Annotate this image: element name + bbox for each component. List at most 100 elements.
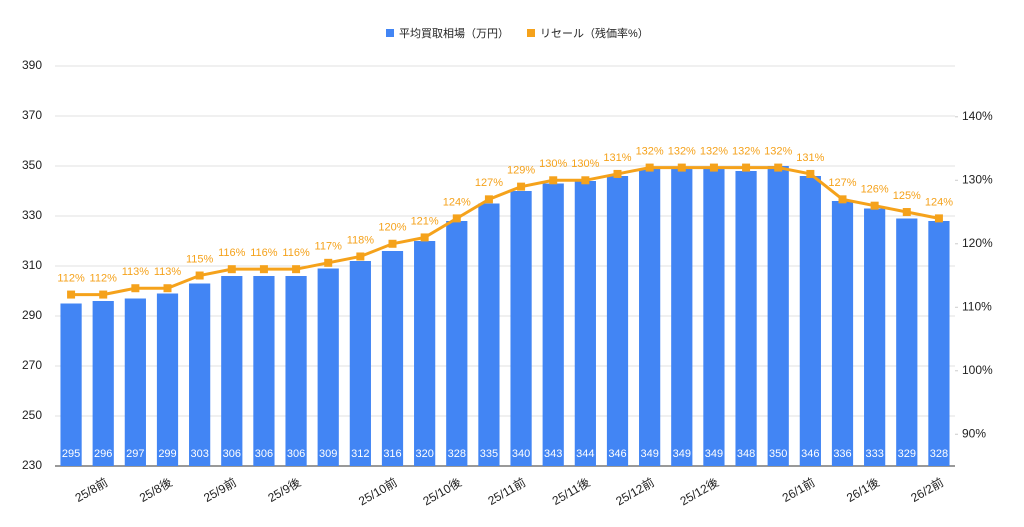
bar	[156, 293, 179, 466]
y2-tick-label: 110%	[962, 299, 992, 313]
line-value-label: 113%	[154, 266, 182, 278]
line-marker	[549, 176, 558, 185]
bar-value-label: 328	[930, 448, 948, 460]
bar	[831, 201, 854, 466]
bar	[60, 303, 82, 466]
line-marker	[709, 163, 718, 172]
bar	[671, 168, 693, 466]
line-value-label: 132%	[732, 145, 760, 157]
x-tick-label: 25/9前	[201, 474, 239, 505]
line-marker	[838, 195, 847, 204]
bar	[92, 301, 114, 466]
bar-value-label: 344	[576, 448, 594, 460]
bar	[446, 221, 468, 466]
bar-value-label: 348	[737, 448, 755, 460]
line-marker	[292, 265, 301, 274]
bar-value-label: 349	[673, 448, 691, 460]
line-marker	[388, 239, 397, 248]
line-marker	[517, 182, 526, 191]
bar-value-label: 312	[351, 448, 369, 460]
bar-value-label: 336	[833, 448, 851, 460]
line-value-label: 131%	[796, 152, 824, 164]
line-marker	[420, 233, 429, 242]
line-marker	[613, 169, 622, 178]
x-tick-label: 25/12前	[613, 474, 657, 508]
line-value-label: 125%	[893, 190, 921, 202]
bar-value-label: 328	[448, 448, 466, 460]
bar	[639, 168, 661, 466]
bar-value-label: 346	[608, 448, 626, 460]
bar	[542, 183, 564, 466]
bar-value-label: 350	[769, 448, 787, 460]
y2-tick-label: 130%	[962, 172, 993, 186]
y-tick-label: 290	[22, 308, 42, 322]
y-tick-label: 350	[22, 158, 42, 172]
line-marker	[806, 169, 815, 178]
line-marker	[902, 208, 911, 217]
bar-value-label: 349	[640, 448, 658, 460]
bar-value-label: 306	[223, 448, 241, 460]
x-tick-label: 26/1後	[844, 475, 882, 505]
y2-tick-label: 140%	[962, 109, 993, 123]
y-tick-label: 390	[22, 58, 42, 72]
x-tick-label: 25/9後	[266, 475, 304, 505]
bar-value-label: 346	[801, 448, 819, 460]
y2-tick-label: 120%	[962, 236, 993, 250]
bar-value-label: 340	[512, 448, 530, 460]
line-value-label: 116%	[282, 247, 310, 259]
line-value-label: 112%	[57, 272, 85, 284]
bar	[574, 181, 596, 466]
bar	[767, 166, 789, 466]
bar-value-label: 306	[287, 448, 305, 460]
bar-value-label: 343	[544, 448, 562, 460]
bar-value-label: 295	[62, 448, 80, 460]
bar-value-label: 349	[705, 448, 723, 460]
line-value-label: 131%	[603, 152, 631, 164]
line-marker	[227, 265, 236, 274]
bar	[799, 176, 821, 466]
line-marker	[677, 163, 686, 172]
bar	[189, 283, 211, 466]
line-value-label: 117%	[315, 241, 343, 253]
y-tick-label: 250	[22, 408, 42, 422]
line-value-label: 116%	[250, 247, 278, 259]
bar	[285, 276, 307, 466]
line-value-label: 132%	[668, 145, 696, 157]
line	[71, 166, 940, 297]
line-marker	[645, 163, 654, 172]
line-marker	[67, 290, 76, 299]
line-value-label: 126%	[861, 184, 889, 196]
bar-value-label: 299	[158, 448, 176, 460]
line-value-label: 116%	[218, 247, 246, 259]
line-value-label: 129%	[507, 165, 535, 177]
legend-swatch	[527, 29, 535, 37]
line-value-label: 112%	[90, 272, 118, 284]
x-tick-label: 25/12後	[678, 475, 721, 508]
line-value-label: 120%	[378, 222, 406, 234]
line-marker	[452, 214, 461, 223]
y-tick-label: 230	[22, 458, 42, 472]
line-value-label: 118%	[347, 234, 375, 246]
line-value-label: 121%	[411, 215, 439, 227]
x-tick-label: 25/11前	[485, 474, 528, 508]
bar	[221, 276, 243, 466]
bar	[253, 276, 275, 466]
bar	[317, 268, 339, 466]
bar-value-label: 333	[865, 448, 883, 460]
line-marker	[870, 201, 879, 210]
line-value-label: 132%	[764, 145, 792, 157]
line-marker	[99, 290, 108, 299]
bar	[703, 168, 725, 466]
x-tick-label: 25/10後	[420, 475, 463, 508]
line-marker	[195, 271, 204, 280]
line-marker	[131, 284, 140, 293]
line-marker	[356, 252, 365, 261]
bar-value-label: 329	[898, 448, 916, 460]
line-marker	[774, 163, 783, 172]
bar	[735, 171, 757, 466]
bar-value-label: 306	[255, 448, 273, 460]
x-tick-label: 25/8後	[137, 475, 175, 505]
bar	[478, 203, 500, 466]
x-tick-label: 25/11後	[550, 475, 593, 508]
